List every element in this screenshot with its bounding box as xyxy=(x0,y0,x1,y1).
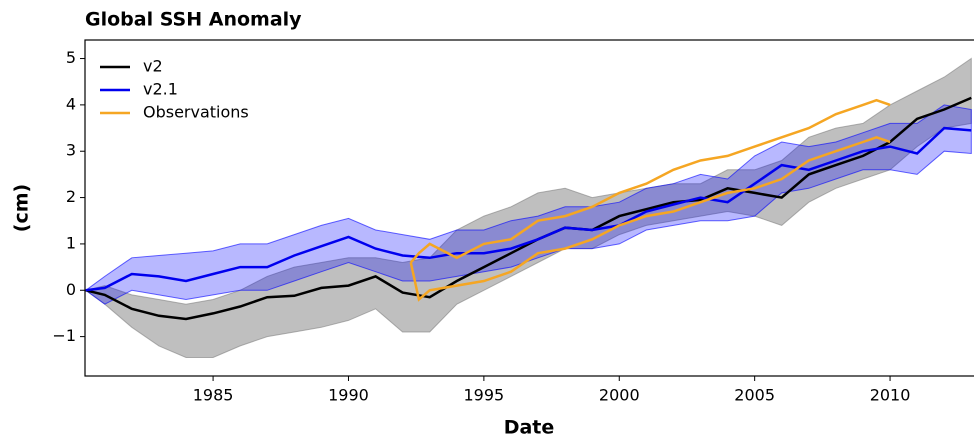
legend-label: Observations xyxy=(143,103,249,122)
x-tick-label: 2000 xyxy=(599,386,640,405)
y-tick-label: 4 xyxy=(66,94,76,113)
y-axis-label: (cm) xyxy=(11,184,33,232)
line xyxy=(85,126,972,292)
band xyxy=(85,104,972,305)
x-tick-label: 1995 xyxy=(464,386,505,405)
band xyxy=(85,57,972,358)
chart-title: Global SSH Anomaly xyxy=(85,9,302,31)
y-tick-label: 2 xyxy=(66,187,76,206)
legend-label: v2 xyxy=(143,57,163,76)
y-tick-label: 5 xyxy=(66,48,76,67)
x-tick-label: 1985 xyxy=(193,386,234,405)
x-tick-label: 2010 xyxy=(870,386,911,405)
x-tick-label: 2005 xyxy=(734,386,775,405)
line xyxy=(409,135,891,302)
plot-area xyxy=(85,57,972,358)
x-tick-label: 1990 xyxy=(328,386,369,405)
y-tick-label: 1 xyxy=(66,233,76,252)
y-tick-label: −1 xyxy=(52,326,76,345)
x-axis-label: Date xyxy=(504,417,555,439)
legend-label: v2.1 xyxy=(143,80,178,99)
y-tick-label: 0 xyxy=(66,280,76,299)
axes-frame xyxy=(84,39,974,377)
y-tick-label: 3 xyxy=(66,141,76,160)
line xyxy=(409,98,891,264)
line xyxy=(85,96,972,321)
